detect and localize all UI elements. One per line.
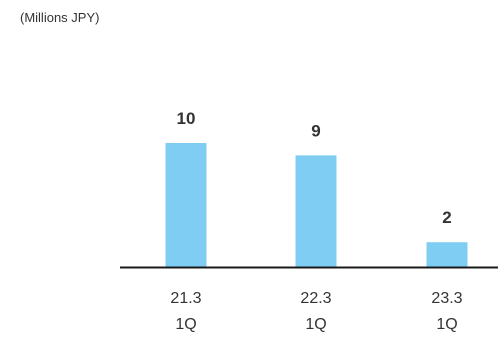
x-tick-label-1-line-2: 1Q	[175, 316, 196, 333]
value-label-3: 2	[442, 208, 451, 227]
bars-group	[165, 143, 468, 267]
unit-label: (Millions JPY)	[20, 10, 99, 25]
bar-1	[165, 143, 207, 267]
bar-3	[426, 242, 468, 267]
x-tick-label-3-line-2: 1Q	[436, 316, 457, 333]
x-tick-label-3-line-1: 23.3	[431, 290, 462, 307]
x-tick-label-2-line-1: 22.3	[300, 290, 331, 307]
bar-2	[295, 155, 337, 267]
value-label-1: 10	[177, 109, 196, 128]
x-tick-label-2-line-2: 1Q	[305, 316, 326, 333]
value-label-2: 9	[311, 121, 320, 140]
x-tick-label-1-line-1: 21.3	[170, 290, 201, 307]
value-labels-group: 10 9 2	[177, 109, 452, 227]
x-tick-labels-group: 21.3 1Q 22.3 1Q 23.3 1Q	[170, 290, 462, 333]
